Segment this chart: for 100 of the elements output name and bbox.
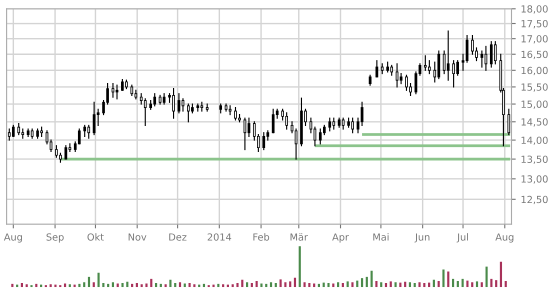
- bar: [414, 283, 416, 288]
- bar: [16, 284, 18, 288]
- y-tick-label: 17,50: [522, 20, 548, 28]
- bar: [102, 283, 104, 288]
- bar: [270, 282, 272, 288]
- candlestick: [285, 112, 288, 130]
- candlestick: [244, 118, 246, 150]
- bar: [337, 282, 340, 288]
- x-tick-label: Apr: [332, 233, 349, 243]
- bar: [418, 282, 421, 288]
- candlestick: [452, 60, 455, 88]
- bar: [298, 246, 301, 288]
- bar: [390, 281, 392, 288]
- y-tick-label: 15,00: [522, 100, 548, 109]
- y-tick-label: 14,00: [522, 136, 548, 145]
- candlestick: [318, 128, 322, 144]
- candlestick: [182, 98, 184, 112]
- bar: [250, 283, 253, 288]
- bar: [375, 280, 378, 288]
- bar: [342, 283, 344, 288]
- candlestick: [480, 50, 484, 68]
- candlestick: [64, 145, 68, 160]
- bar: [500, 262, 502, 288]
- bar: [256, 280, 258, 288]
- bar: [54, 284, 57, 288]
- candlestick: [40, 126, 43, 137]
- bar: [495, 280, 498, 288]
- bar: [294, 278, 296, 288]
- candlestick: [116, 84, 118, 100]
- candlestick: [507, 108, 510, 136]
- bar: [408, 282, 412, 288]
- bar: [226, 284, 229, 288]
- bar: [188, 283, 191, 288]
- candlestick: [428, 60, 431, 74]
- bar: [370, 270, 373, 288]
- bar: [26, 284, 28, 288]
- candlestick: [234, 106, 237, 121]
- bar: [360, 278, 364, 288]
- bar: [74, 284, 76, 288]
- bar: [174, 283, 176, 288]
- bar: [327, 283, 330, 288]
- bar: [452, 278, 454, 288]
- bar: [92, 282, 95, 288]
- bar: [97, 272, 100, 288]
- candlestick: [144, 98, 147, 126]
- y-tick-label: 16,50: [522, 50, 548, 60]
- candlestick: [112, 83, 114, 98]
- candlestick: [153, 93, 156, 106]
- bar: [399, 282, 402, 288]
- candlestick: [206, 104, 209, 112]
- candlestick: [386, 62, 389, 73]
- bar: [423, 283, 426, 288]
- bar: [447, 272, 450, 288]
- x-tick-label: Feb: [253, 233, 270, 241]
- y-tick-label: 16,00: [522, 66, 548, 76]
- bar: [438, 280, 440, 288]
- x-tick-label: Okt: [87, 233, 104, 241]
- candlestick: [17, 123, 20, 136]
- candlestick: [55, 145, 58, 158]
- candlestick: [328, 118, 332, 132]
- candlestick: [484, 46, 488, 71]
- candlestick: [360, 102, 364, 126]
- bar: [150, 278, 152, 288]
- x-tick-label: Jun: [414, 233, 430, 243]
- candlestick: [376, 60, 378, 78]
- y-tick-label: 14,50: [522, 118, 548, 127]
- candlestick: [121, 79, 124, 91]
- candlestick: [446, 30, 450, 81]
- candlestick: [294, 128, 298, 160]
- candlestick: [187, 104, 190, 122]
- bar: [265, 284, 268, 288]
- bar: [289, 281, 292, 288]
- x-tick-label: Aug: [495, 233, 514, 243]
- bar: [486, 266, 488, 288]
- y-tick-label: 12,50: [522, 196, 548, 204]
- bar: [246, 282, 248, 288]
- candlestick: [342, 118, 345, 130]
- x-tick-label: Jul: [456, 233, 468, 243]
- candlestick: [196, 104, 200, 112]
- bar: [280, 279, 282, 288]
- bar: [462, 278, 464, 288]
- bar: [480, 282, 483, 288]
- candlestick: [400, 73, 402, 84]
- bar: [20, 283, 24, 288]
- bar: [154, 283, 158, 288]
- candlestick: [396, 63, 398, 88]
- x-tick-label: Mai: [373, 233, 389, 241]
- candlestick: [471, 35, 474, 55]
- candlestick: [140, 93, 143, 105]
- bar: [212, 284, 215, 288]
- x-tick-label: Sep: [46, 233, 64, 243]
- candlestick: [351, 118, 354, 134]
- candlestick: [490, 41, 493, 68]
- bar: [284, 282, 286, 288]
- bar: [490, 278, 492, 288]
- candlestick: [21, 128, 24, 139]
- bar: [303, 282, 306, 288]
- bar: [322, 282, 325, 288]
- candlestick: [494, 41, 497, 64]
- bar: [40, 284, 42, 288]
